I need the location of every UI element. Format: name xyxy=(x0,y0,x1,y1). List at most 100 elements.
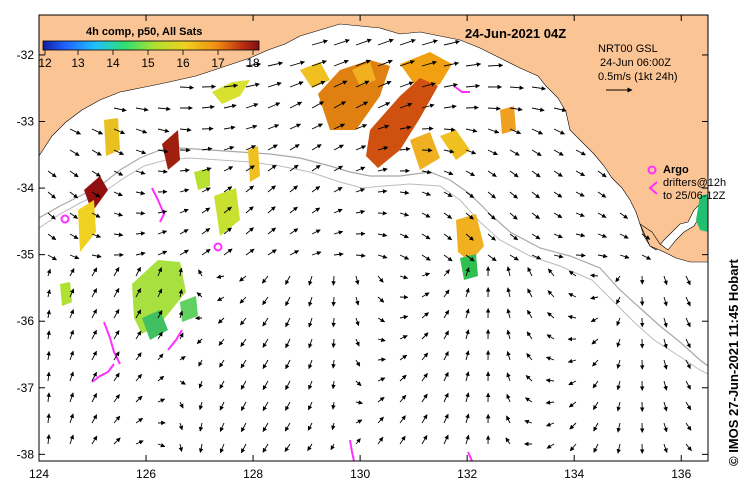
current-arrow xyxy=(377,124,390,130)
imos-credit: © IMOS 27-Jun-2021 11:45 Hobart xyxy=(726,259,741,466)
current-arrow xyxy=(198,401,204,411)
current-arrow xyxy=(399,102,413,109)
current-arrow xyxy=(619,254,630,259)
current-arrow xyxy=(219,443,225,454)
current-arrow xyxy=(179,401,184,409)
current-arrow xyxy=(135,107,149,112)
current-arrow xyxy=(421,332,429,340)
current-arrow xyxy=(157,309,163,319)
current-arrow xyxy=(113,415,121,424)
current-arrow xyxy=(443,82,458,88)
current-arrow xyxy=(685,275,691,286)
current-arrow xyxy=(509,233,519,241)
current-arrow xyxy=(157,250,168,256)
current-arrow xyxy=(333,230,344,235)
current-arrow xyxy=(355,145,367,151)
current-arrow xyxy=(421,312,429,319)
current-arrow xyxy=(245,248,255,256)
current-arrow xyxy=(421,435,428,445)
current-arrow xyxy=(91,308,97,319)
current-arrow xyxy=(311,144,322,151)
current-arrow xyxy=(311,229,321,235)
current-arrow xyxy=(509,106,523,112)
current-arrow xyxy=(198,269,203,277)
current-arrow xyxy=(91,350,97,361)
current-arrow xyxy=(179,168,190,173)
current-arrow xyxy=(135,251,146,256)
current-arrow xyxy=(524,419,533,425)
current-arrow xyxy=(399,314,409,320)
current-arrow xyxy=(47,170,57,178)
current-arrow xyxy=(178,443,184,452)
current-arrow xyxy=(285,275,291,285)
current-arrow xyxy=(421,373,428,382)
current-arrow xyxy=(201,207,211,214)
current-arrow xyxy=(465,329,470,340)
current-arrow xyxy=(399,274,409,280)
current-arrow xyxy=(46,309,51,319)
current-arrow xyxy=(487,254,497,262)
current-arrow xyxy=(553,170,563,177)
current-arrow xyxy=(465,128,478,133)
current-arrow xyxy=(569,443,577,452)
current-arrow xyxy=(421,393,428,403)
current-arrow xyxy=(421,169,432,175)
current-arrow xyxy=(245,185,254,193)
current-arrow xyxy=(619,233,629,239)
current-arrow xyxy=(487,191,496,199)
current-arrow xyxy=(157,331,163,340)
current-arrow xyxy=(201,187,211,193)
current-arrow xyxy=(240,401,247,412)
lat-tick-label: -37 xyxy=(17,381,35,395)
current-arrow xyxy=(333,101,346,109)
current-arrow xyxy=(663,275,668,286)
current-arrow xyxy=(157,353,164,361)
current-arrow xyxy=(487,128,500,134)
current-arrow xyxy=(157,230,168,235)
current-arrow xyxy=(69,329,75,340)
current-arrow xyxy=(198,380,203,389)
current-arrow xyxy=(267,227,276,235)
current-arrow xyxy=(284,422,291,432)
current-arrow xyxy=(616,338,621,348)
current-arrow xyxy=(285,380,291,391)
current-arrow xyxy=(525,375,533,382)
current-arrow xyxy=(509,149,520,156)
current-arrow xyxy=(531,128,543,135)
current-arrow xyxy=(663,443,668,454)
current-arrow xyxy=(284,443,291,452)
current-arrow xyxy=(69,371,74,382)
lon-tick-label: 126 xyxy=(136,467,156,481)
current-arrow xyxy=(506,308,511,319)
current-arrow xyxy=(421,126,434,131)
current-arrow xyxy=(311,101,325,109)
current-arrow xyxy=(545,400,555,405)
current-arrow xyxy=(308,338,313,349)
current-arrow xyxy=(465,287,470,298)
current-arrow xyxy=(201,167,212,172)
current-arrow xyxy=(245,103,259,109)
current-arrow xyxy=(267,102,281,109)
current-arrow xyxy=(619,212,629,219)
current-arrow xyxy=(135,266,141,277)
current-arrow xyxy=(113,287,120,298)
current-arrow xyxy=(663,380,668,391)
current-arrow xyxy=(262,380,269,391)
current-arrow xyxy=(553,212,563,219)
current-arrow xyxy=(262,359,269,370)
current-arrow xyxy=(157,288,163,298)
current-arrow xyxy=(575,212,585,217)
current-arrow xyxy=(217,317,225,324)
current-arrow xyxy=(308,275,313,286)
current-arrow xyxy=(505,437,511,445)
current-arrow xyxy=(355,124,368,130)
current-arrow xyxy=(179,332,184,340)
current-arrow xyxy=(616,317,621,326)
current-arrow xyxy=(597,253,608,259)
current-arrow xyxy=(311,60,327,67)
current-arrow xyxy=(399,233,409,239)
current-arrow xyxy=(553,254,564,259)
current-arrow xyxy=(465,149,477,155)
current-arrow xyxy=(553,191,563,198)
